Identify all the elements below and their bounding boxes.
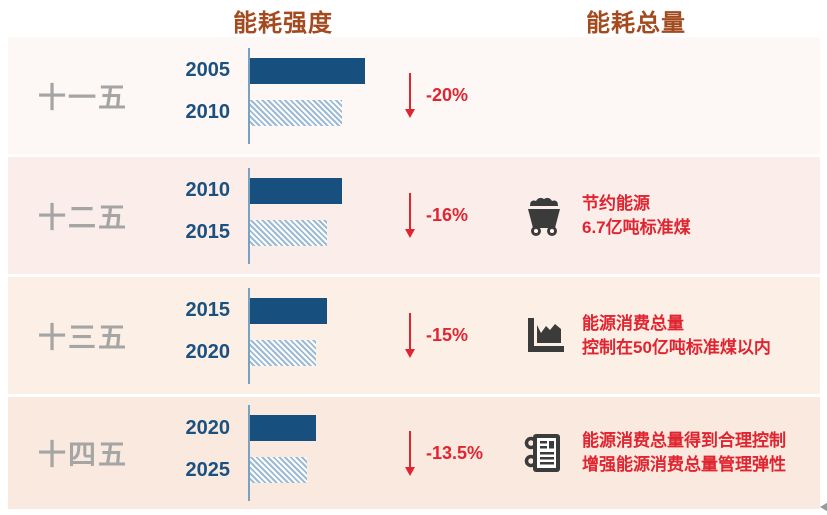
down-arrow-icon bbox=[404, 193, 416, 238]
bar bbox=[250, 297, 327, 324]
bar-line: 2010 bbox=[155, 99, 342, 126]
axis-line bbox=[248, 405, 250, 501]
info-text: 能源消费总量得到合理控制 增强能源消费总量管理弹性 bbox=[582, 429, 786, 477]
bar bbox=[250, 219, 327, 246]
year-label: 2015 bbox=[185, 221, 231, 243]
bar bbox=[250, 339, 316, 366]
axis-line bbox=[248, 287, 250, 384]
info-line: 节约能源 bbox=[582, 193, 650, 213]
plan-label: 十二五 bbox=[38, 201, 129, 233]
change-percent: -15% bbox=[426, 325, 469, 345]
coal-cart-icon bbox=[520, 192, 568, 240]
year-label: 2010 bbox=[185, 179, 231, 201]
info-text: 节约能源 6.7亿吨标准煤 bbox=[582, 192, 691, 240]
year-label: 2020 bbox=[185, 416, 231, 439]
notebook-icon bbox=[520, 429, 568, 477]
year-label: 2025 bbox=[185, 458, 231, 481]
plan-row: 十三五 2015 2020 -15% 能源消费总量控制在50亿吨标准煤以内 bbox=[8, 277, 820, 394]
info: 能源消费总量控制在50亿吨标准煤以内 bbox=[520, 312, 771, 360]
year-label: 2010 bbox=[185, 101, 231, 123]
plan-label: 十一五 bbox=[38, 81, 129, 113]
info: 能源消费总量得到合理控制 增强能源消费总量管理弹性 bbox=[520, 429, 786, 477]
year-label: 2005 bbox=[185, 59, 231, 81]
bar-chart: 2010 2015 bbox=[155, 167, 390, 264]
plan-label: 十四五 bbox=[38, 439, 129, 470]
info-line: 6.7亿吨标准煤 bbox=[582, 217, 691, 237]
bar-chart: 2020 2025 bbox=[155, 405, 390, 501]
plan-row: 十一五 2005 2010 -20% bbox=[8, 37, 820, 154]
info-text: 能源消费总量控制在50亿吨标准煤以内 bbox=[582, 312, 771, 360]
bar bbox=[250, 457, 307, 483]
info: 节约能源 6.7亿吨标准煤 bbox=[520, 192, 691, 240]
axis-line bbox=[248, 47, 250, 144]
bar-line: 2020 bbox=[155, 415, 316, 441]
bar bbox=[250, 57, 365, 84]
change-indicator: -20% bbox=[404, 73, 520, 118]
area-chart-icon bbox=[520, 312, 568, 360]
bar bbox=[250, 415, 316, 441]
bar bbox=[250, 177, 342, 204]
info-line: 控制在50亿吨标准煤以内 bbox=[582, 337, 771, 357]
rows: 十一五 2005 2010 -20% 十二五 bbox=[0, 37, 827, 509]
plan-row: 十四五 2020 2025 -13.5% 能源消费总量得到合理控制 增强能源消费总… bbox=[8, 397, 820, 509]
bar-line: 2015 bbox=[155, 219, 327, 246]
down-arrow-icon bbox=[404, 313, 416, 358]
down-arrow-icon bbox=[404, 430, 416, 476]
bar-line: 2020 bbox=[155, 339, 316, 366]
down-arrow-icon bbox=[404, 73, 416, 118]
column-title-energy-intensity: 能耗强度 bbox=[233, 10, 333, 37]
axis-line bbox=[248, 167, 250, 264]
year-label: 2020 bbox=[185, 341, 231, 363]
plan-label: 十三五 bbox=[38, 321, 129, 353]
plan-row: 十二五 2010 2015 -16% 节约能源 6.7亿吨标准煤 bbox=[8, 157, 820, 274]
change-percent: -16% bbox=[426, 205, 469, 225]
bar bbox=[250, 99, 342, 126]
change-indicator: -15% bbox=[404, 313, 520, 358]
bar-chart: 2015 2020 bbox=[155, 287, 390, 384]
bar-line: 2015 bbox=[155, 297, 327, 324]
change-indicator: -16% bbox=[404, 193, 520, 238]
change-percent: -13.5% bbox=[426, 442, 484, 463]
bar-line: 2005 bbox=[155, 57, 365, 84]
left-arrow-cursor-icon bbox=[820, 501, 827, 513]
column-title-energy-total: 能耗总量 bbox=[586, 10, 686, 37]
change-percent: -20% bbox=[426, 85, 469, 105]
header: 能耗强度 能耗总量 bbox=[0, 0, 827, 37]
bar-line: 2010 bbox=[155, 177, 342, 204]
bar-line: 2025 bbox=[155, 457, 307, 483]
bar-chart: 2005 2010 bbox=[155, 47, 390, 144]
info-line: 能源消费总量 bbox=[582, 313, 684, 333]
info-line: 增强能源消费总量管理弹性 bbox=[582, 455, 786, 474]
info-line: 能源消费总量得到合理控制 bbox=[582, 431, 786, 451]
year-label: 2015 bbox=[185, 299, 231, 321]
change-indicator: -13.5% bbox=[404, 430, 520, 476]
